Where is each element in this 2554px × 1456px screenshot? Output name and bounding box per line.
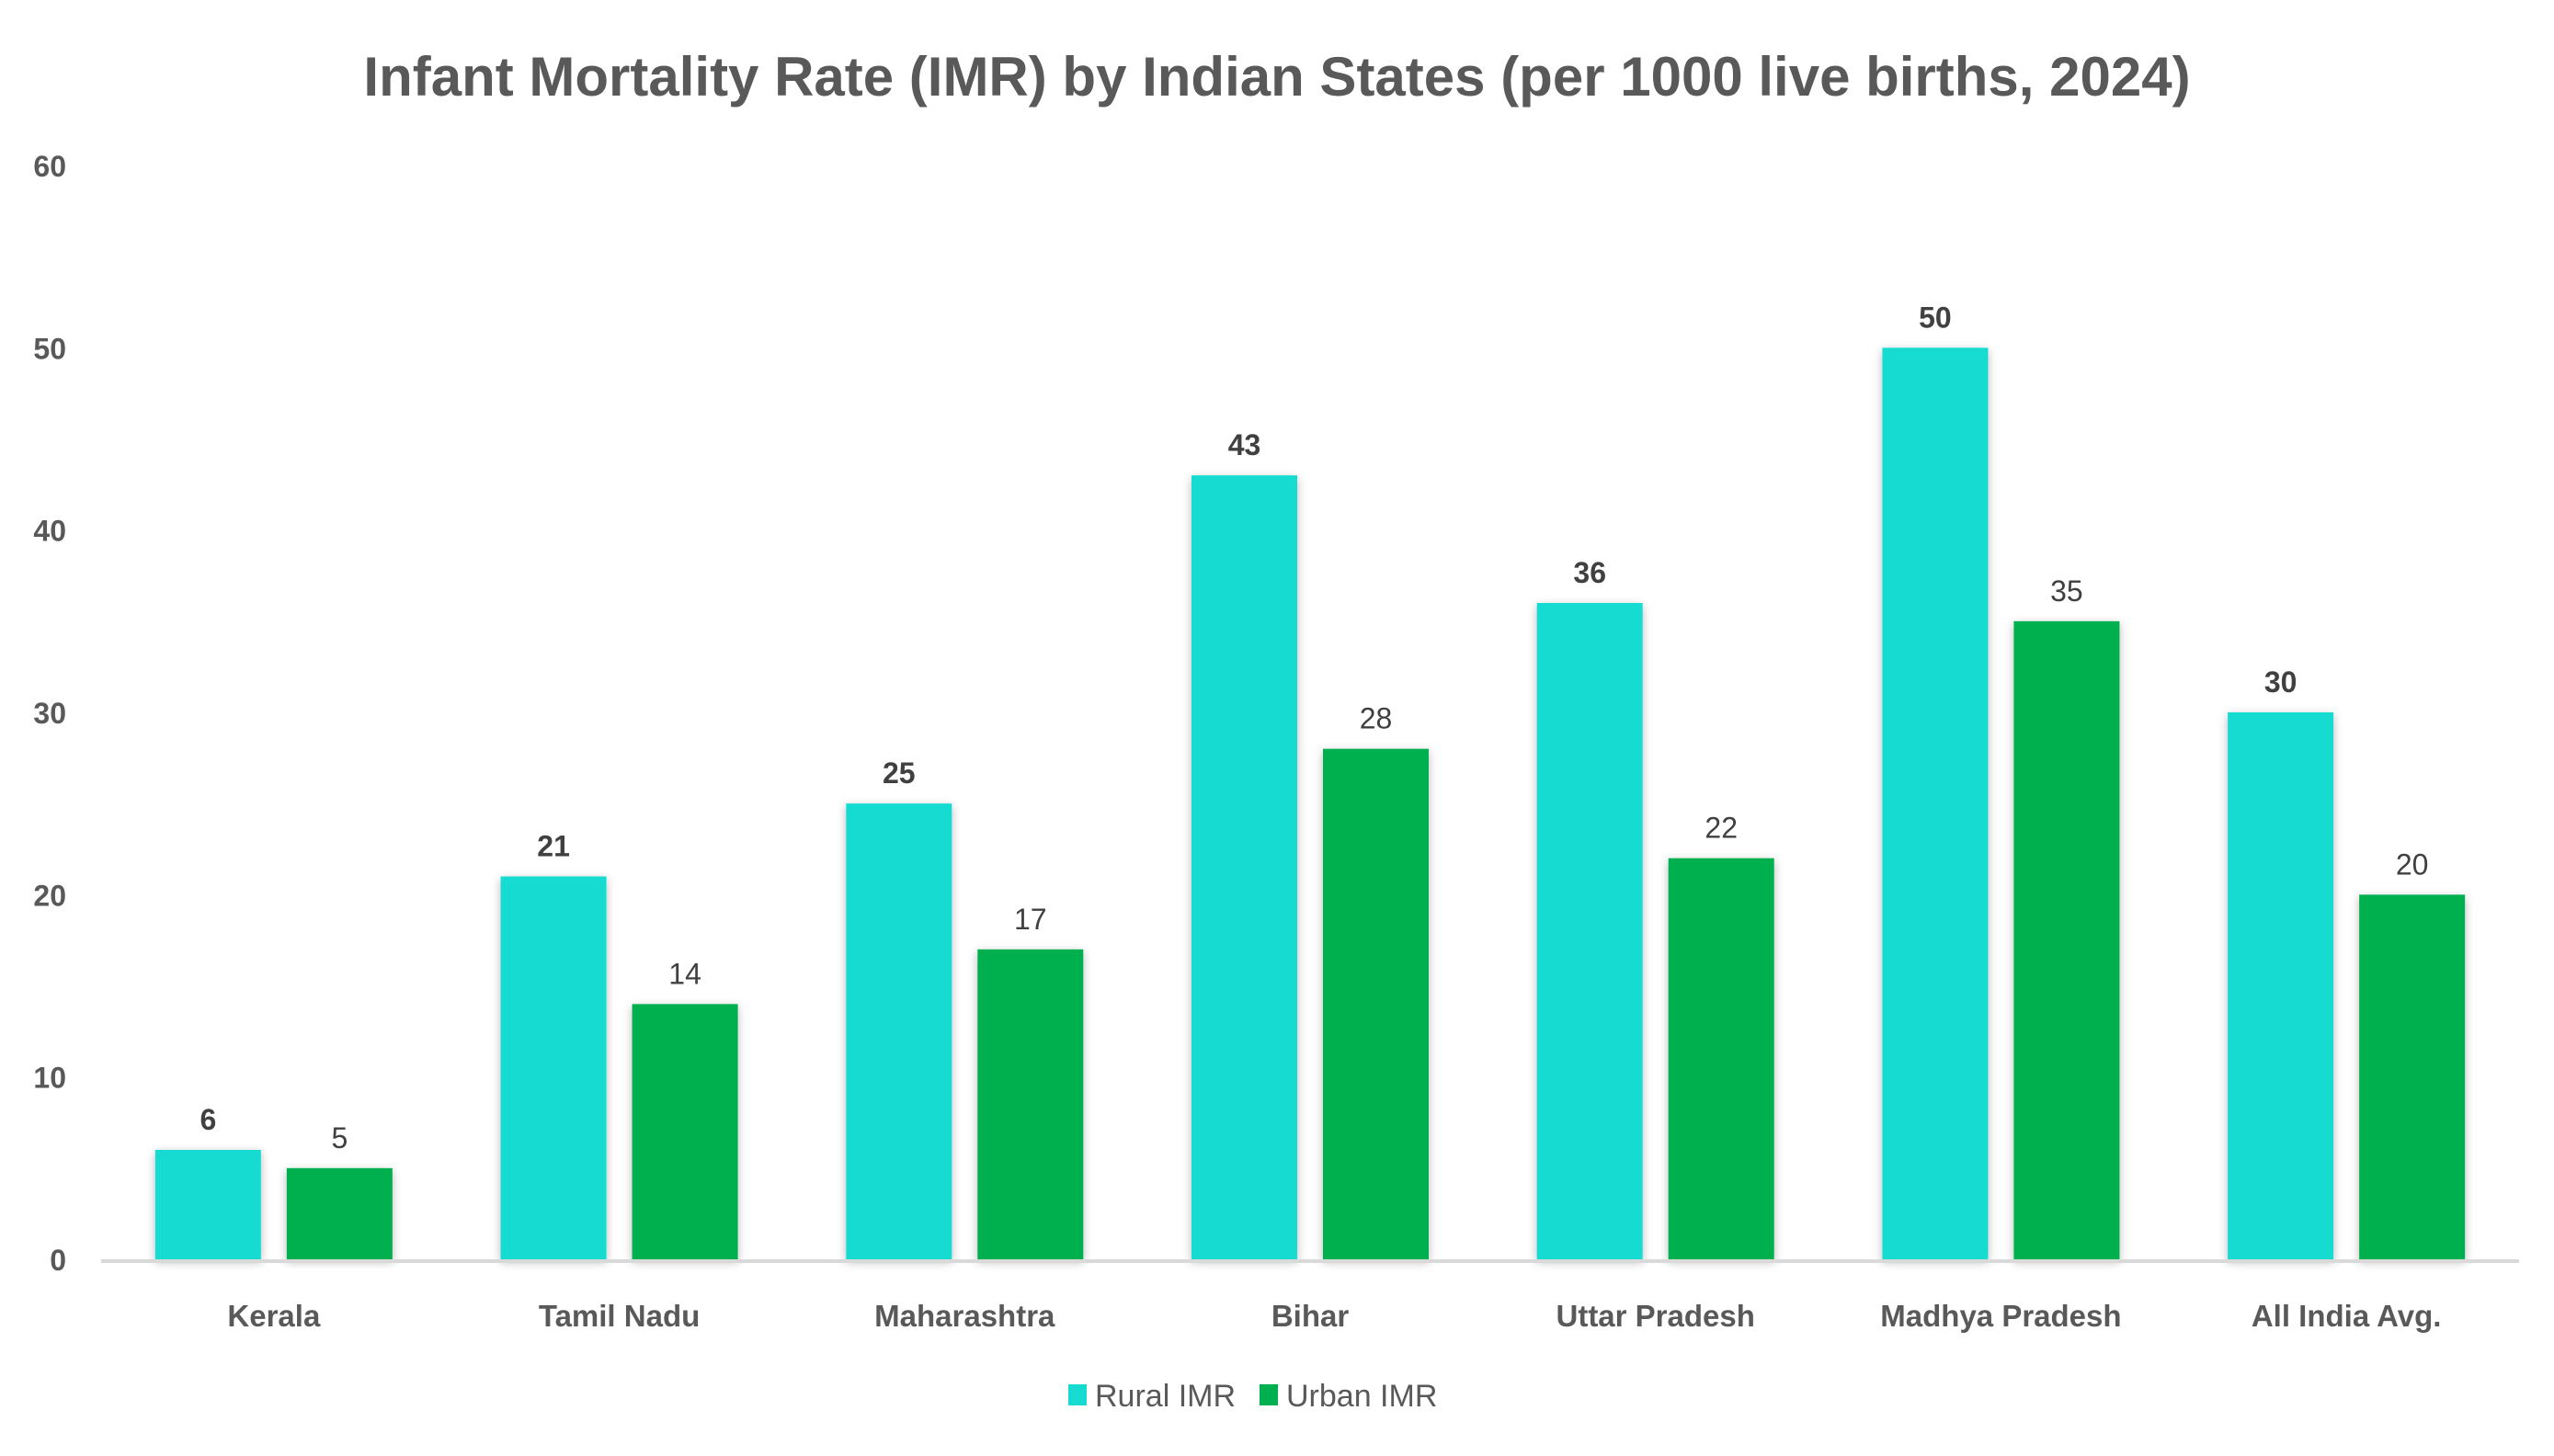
- legend-swatch: [1068, 1384, 1087, 1405]
- data-label: 5: [331, 1121, 348, 1155]
- bar-urban: [1323, 748, 1429, 1259]
- data-label: 14: [668, 957, 701, 990]
- y-tick-label: 10: [33, 1062, 66, 1095]
- y-tick-label: 40: [33, 515, 66, 548]
- x-tick-label: Uttar Pradesh: [1556, 1299, 1755, 1333]
- bar-rural: [1536, 603, 1643, 1259]
- y-tick-label: 30: [33, 697, 66, 730]
- data-label: 28: [1360, 702, 1393, 735]
- y-tick-label: 60: [33, 150, 66, 183]
- bar-urban: [632, 1004, 738, 1259]
- x-tick-label: Tamil Nadu: [539, 1299, 700, 1333]
- data-label: 6: [200, 1103, 216, 1136]
- bar-urban: [2013, 620, 2120, 1259]
- data-label: 20: [2396, 847, 2429, 881]
- data-label: 50: [1919, 301, 1952, 334]
- bar-rural: [154, 1150, 261, 1259]
- legend: Rural IMR Urban IMR: [1068, 1379, 1437, 1414]
- bar-rural: [846, 803, 952, 1259]
- data-label: 30: [2264, 665, 2297, 699]
- y-tick-label: 0: [50, 1244, 66, 1277]
- y-tick-label: 50: [33, 332, 66, 365]
- y-tick-label: 20: [33, 879, 66, 912]
- bar-urban: [1668, 858, 1774, 1259]
- chart-title: Infant Mortality Rate (IMR) by Indian St…: [363, 46, 2190, 108]
- x-tick-label: Madhya Pradesh: [1880, 1299, 2121, 1333]
- data-label: 21: [537, 830, 570, 863]
- bar-rural: [1191, 475, 1297, 1259]
- bar-rural: [2228, 712, 2334, 1259]
- data-label: 36: [1573, 556, 1606, 589]
- data-label: 17: [1014, 903, 1047, 936]
- bar-urban: [286, 1167, 393, 1259]
- legend-swatch: [1260, 1384, 1278, 1405]
- legend-label: Urban IMR: [1286, 1379, 1437, 1414]
- bar-rural: [1882, 347, 1989, 1259]
- x-tick-label: Maharashtra: [874, 1299, 1055, 1333]
- bar-urban: [977, 949, 1084, 1259]
- data-label: 25: [883, 756, 916, 790]
- x-tick-label: All India Avg.: [2252, 1299, 2442, 1333]
- data-label: 22: [1705, 812, 1738, 845]
- bar-urban: [2359, 894, 2466, 1259]
- bar-rural: [500, 876, 607, 1259]
- data-label: 35: [2050, 574, 2083, 608]
- legend-label: Rural IMR: [1095, 1379, 1236, 1414]
- x-tick-label: Kerala: [227, 1299, 321, 1333]
- data-label: 43: [1228, 428, 1261, 461]
- x-tick-label: Bihar: [1271, 1299, 1350, 1333]
